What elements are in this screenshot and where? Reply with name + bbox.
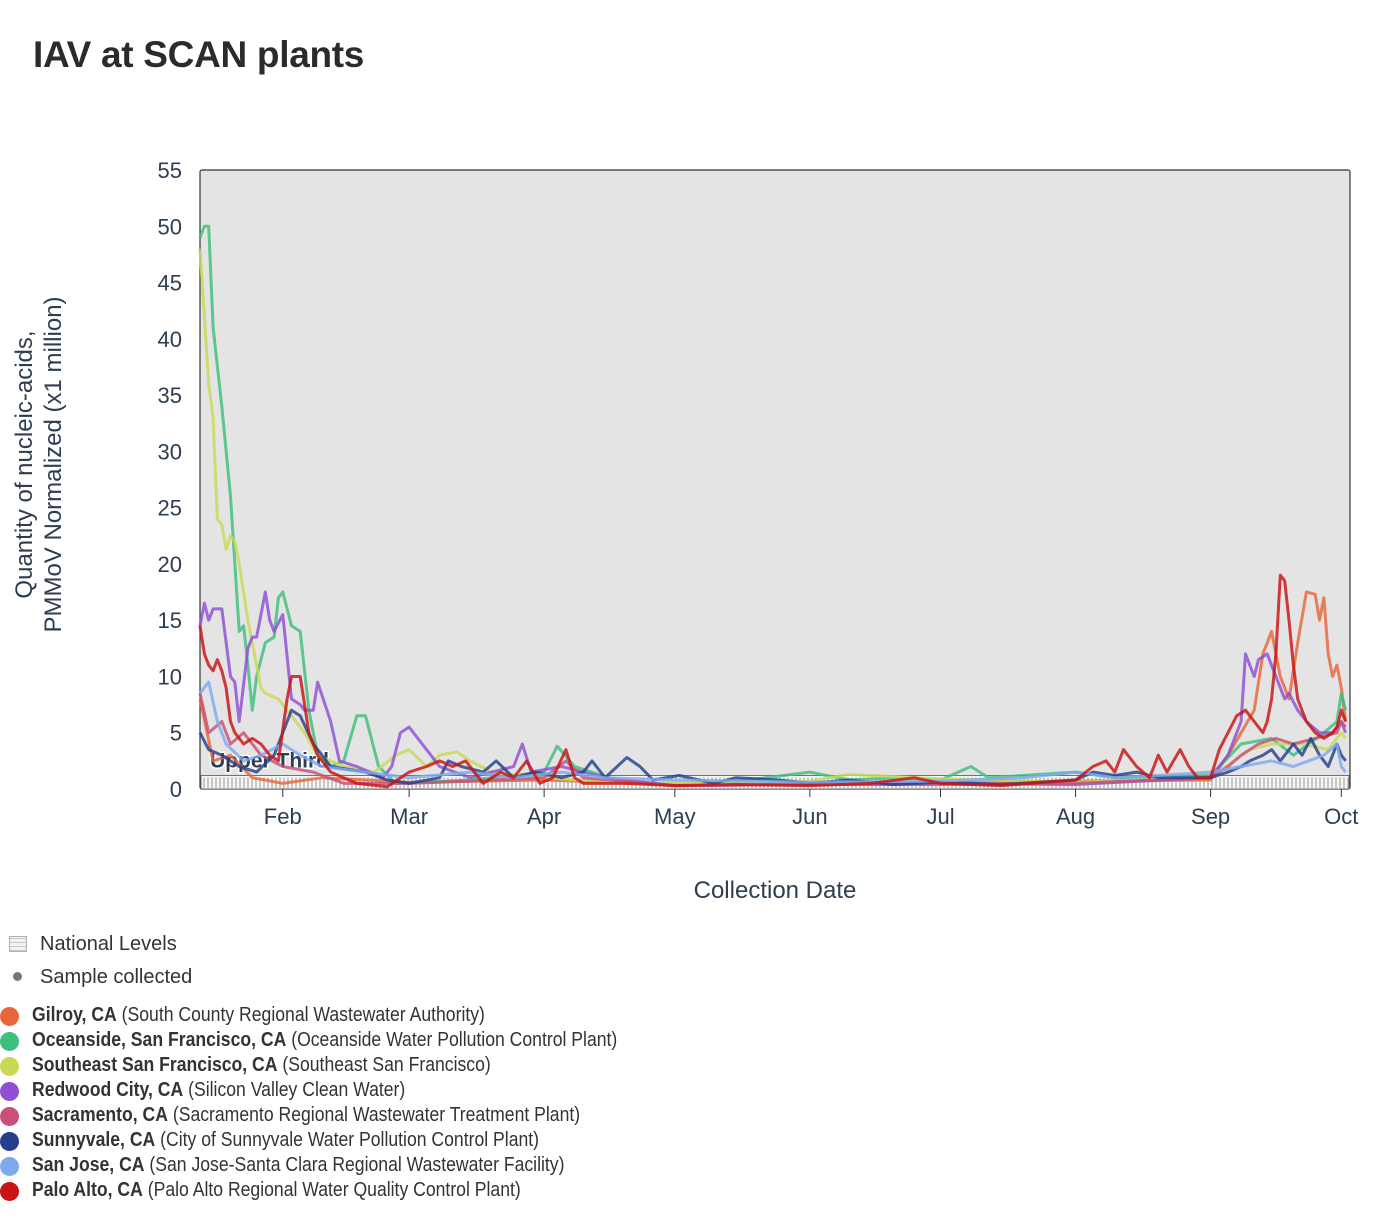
legend-swatch — [0, 1057, 19, 1076]
legend-swatch — [0, 1007, 19, 1026]
y-tick-label: 35 — [158, 383, 182, 408]
legend-series-name: San Jose, CA — [32, 1154, 145, 1176]
y-tick-label: 0 — [170, 777, 182, 802]
x-tick-label: May — [654, 804, 696, 829]
sample-collected-label: Sample collected — [40, 966, 193, 988]
x-tick-label: Feb — [264, 804, 302, 829]
legend-series-site: (Silicon Valley Clean Water) — [183, 1079, 406, 1101]
x-tick-label: Apr — [527, 804, 561, 829]
y-tick-label: 15 — [158, 608, 182, 633]
page-title: IAV at SCAN plants — [33, 34, 365, 75]
y-tick-label: 40 — [158, 327, 182, 352]
national-levels-label: National Levels — [40, 933, 177, 955]
legend-swatch — [0, 1107, 19, 1126]
legend-label: Sacramento, CA (Sacramento Regional Wast… — [32, 1104, 580, 1127]
legend-series-name: Southeast San Francisco, CA — [32, 1054, 278, 1076]
legend-national-levels[interactable]: National Levels — [0, 930, 900, 963]
legend-swatch — [0, 1032, 19, 1051]
legend-series-site: (Sacramento Regional Wastewater Treatmen… — [167, 1104, 581, 1126]
legend-label: Gilroy, CA (South County Regional Wastew… — [32, 1004, 485, 1027]
legend-label: Sunnyvale, CA (City of Sunnyvale Water P… — [32, 1129, 539, 1152]
legend-series-name: Gilroy, CA — [32, 1004, 117, 1026]
legend-label: Palo Alto, CA (Palo Alto Regional Water … — [32, 1179, 521, 1202]
y-tick-label: 45 — [158, 271, 182, 296]
legend-series-name: Palo Alto, CA — [32, 1179, 143, 1201]
series-line-6 — [198, 680, 1347, 784]
y-axis-title-line: Quantity of nucleic-acids, — [11, 330, 38, 598]
y-tick-label: 5 — [170, 721, 182, 746]
legend-item[interactable]: Redwood City, CA (Silicon Valley Clean W… — [0, 1079, 900, 1104]
legend-item[interactable]: Southeast San Francisco, CA (Southeast S… — [0, 1054, 900, 1079]
legend-sample-collected[interactable]: Sample collected — [0, 963, 900, 996]
legend-swatch — [0, 1082, 19, 1101]
legend-item[interactable]: San Jose, CA (San Jose-Santa Clara Regio… — [0, 1154, 900, 1179]
sample-dot-icon — [13, 972, 22, 981]
y-tick-label: 30 — [158, 439, 182, 464]
y-tick-label: 50 — [158, 214, 182, 239]
x-tick-label: Jul — [926, 804, 954, 829]
y-tick-label: 10 — [158, 664, 182, 689]
legend-item[interactable]: Oceanside, San Francisco, CA (Oceanside … — [0, 1029, 900, 1054]
legend-item[interactable]: Palo Alto, CA (Palo Alto Regional Water … — [0, 1179, 900, 1204]
x-tick-label: Mar — [390, 804, 428, 829]
series-line-0 — [198, 590, 1348, 786]
y-axis-title-line: PMMoV Normalized (x1 million) — [40, 296, 67, 632]
y-tick-label: 20 — [158, 552, 182, 577]
legend-label: San Jose, CA (San Jose-Santa Clara Regio… — [32, 1154, 564, 1177]
legend-swatch — [0, 1132, 19, 1151]
legend-series-name: Oceanside, San Francisco, CA — [32, 1029, 287, 1051]
national-levels-icon — [9, 936, 27, 952]
legend-label: Redwood City, CA (Silicon Valley Clean W… — [32, 1079, 405, 1102]
legend-swatch — [0, 1157, 19, 1176]
legend-series-name: Sunnyvale, CA — [32, 1129, 156, 1151]
legend-swatch — [0, 1182, 19, 1201]
legend-label: Oceanside, San Francisco, CA (Oceanside … — [32, 1029, 617, 1052]
y-tick-label: 55 — [158, 158, 182, 183]
legend-series-site: (Oceanside Water Pollution Control Plant… — [286, 1029, 618, 1051]
series-line-7 — [198, 573, 1348, 789]
x-tick-label: Oct — [1324, 804, 1358, 829]
legend-item[interactable]: Sacramento, CA (Sacramento Regional Wast… — [0, 1104, 900, 1129]
x-axis-title: Collection Date — [694, 877, 857, 904]
legend-series-site: (Palo Alto Regional Water Quality Contro… — [142, 1179, 521, 1201]
series-line-4 — [198, 692, 1347, 788]
legend: National Levels Sample collected Gilroy,… — [0, 930, 900, 1204]
x-tick-label: Aug — [1056, 804, 1095, 829]
y-tick-label: 25 — [158, 496, 182, 521]
legend-series-site: (South County Regional Wastewater Author… — [116, 1004, 485, 1026]
legend-series-name: Sacramento, CA — [32, 1104, 168, 1126]
legend-label: Southeast San Francisco, CA (Southeast S… — [32, 1054, 491, 1077]
legend-item[interactable]: Gilroy, CA (South County Regional Wastew… — [0, 1004, 900, 1029]
legend-series-site: (City of Sunnyvale Water Pollution Contr… — [155, 1129, 540, 1151]
x-tick-label: Jun — [792, 804, 827, 829]
x-tick-label: Sep — [1191, 804, 1230, 829]
legend-series-site: (Southeast San Francisco) — [277, 1054, 491, 1076]
legend-series-name: Redwood City, CA — [32, 1079, 184, 1101]
legend-item[interactable]: Sunnyvale, CA (City of Sunnyvale Water P… — [0, 1129, 900, 1154]
plot-area — [199, 169, 1351, 790]
legend-series-site: (San Jose-Santa Clara Regional Wastewate… — [144, 1154, 565, 1176]
series-line-3 — [198, 590, 1348, 788]
legend-series-list: Gilroy, CA (South County Regional Wastew… — [0, 1004, 900, 1204]
